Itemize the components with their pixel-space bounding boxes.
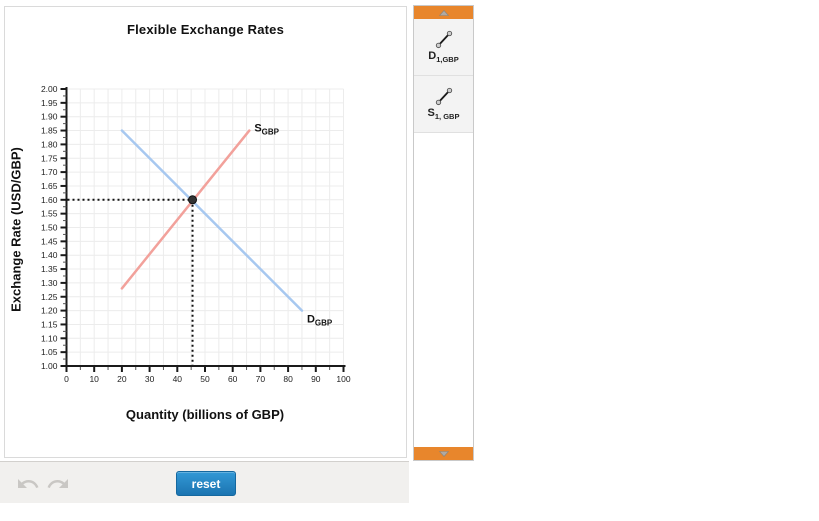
y-tick-label: 1.65 (41, 181, 58, 191)
supply-curve[interactable] (120, 129, 251, 290)
tool-sidebar: D1,GBP S1, GBP (413, 5, 474, 461)
x-tick-label: 10 (89, 374, 99, 384)
y-tick-label: 1.30 (41, 278, 58, 288)
triangle-down-icon (438, 450, 449, 457)
reset-button[interactable]: reset (176, 471, 236, 496)
y-tick-label: 1.55 (41, 209, 58, 219)
y-tick-label: 1.05 (41, 347, 58, 357)
y-tick-label: 1.80 (41, 139, 58, 149)
undo-arrow-icon (18, 479, 39, 488)
demand-curve[interactable] (120, 129, 304, 312)
x-tick-label: 0 (64, 374, 69, 384)
x-tick-label: 20 (117, 374, 127, 384)
y-tick-label: 1.70 (41, 167, 58, 177)
x-tick-label: 40 (173, 374, 183, 384)
y-tick-label: 2.00 (41, 84, 58, 94)
scroll-down-button[interactable] (414, 447, 473, 460)
chart-title: Flexible Exchange Rates (126, 22, 285, 37)
demand-curve-label: DGBP (307, 314, 333, 328)
triangle-up-icon (438, 9, 449, 16)
x-tick-label: 30 (145, 374, 155, 384)
tool-supply-curve[interactable]: S1, GBP (414, 76, 473, 133)
tool-demand-curve[interactable]: D1,GBP (414, 19, 473, 76)
x-tick-label: 80 (283, 374, 293, 384)
tool-label: D1,GBP (428, 50, 459, 65)
line-segment-icon (435, 31, 452, 49)
y-tick-label: 1.35 (41, 264, 58, 274)
line-segment-icon (435, 88, 452, 106)
tool-label: S1, GBP (427, 107, 460, 122)
y-tick-label: 1.20 (41, 306, 58, 316)
undo-button[interactable] (16, 472, 40, 496)
y-tick-label: 1.25 (41, 292, 58, 302)
x-tick-label: 100 (336, 374, 350, 384)
x-tick-label: 70 (256, 374, 266, 384)
y-tick-label: 1.15 (41, 319, 58, 329)
y-tick-label: 1.60 (41, 195, 58, 205)
y-tick-label: 1.85 (41, 126, 58, 136)
tool-list: D1,GBP S1, GBP (414, 19, 473, 133)
y-tick-label: 1.00 (41, 361, 58, 371)
equilibrium-point[interactable] (188, 195, 198, 205)
graph-panel: Flexible Exchange Rates Exchange Rate (U… (4, 6, 407, 458)
exchange-rate-chart: 0 10 20 30 40 50 60 70 80 90 100 1.00 1.05 1.10 1.15 1.… (41, 84, 351, 384)
redo-button[interactable] (46, 472, 70, 496)
redo-arrow-icon (47, 479, 68, 488)
y-tick-label: 1.10 (41, 333, 58, 343)
y-tick-label: 1.50 (41, 223, 58, 233)
y-tick-label: 1.95 (41, 98, 58, 108)
y-tick-label: 1.90 (41, 112, 58, 122)
x-tick-label: 90 (311, 374, 321, 384)
bottom-toolbar: reset (0, 461, 409, 503)
y-tick-label: 1.40 (41, 250, 58, 260)
y-tick-label: 1.45 (41, 236, 58, 246)
supply-curve-label: SGBP (254, 123, 279, 137)
x-tick-label: 50 (200, 374, 210, 384)
x-tick-label: 60 (228, 374, 238, 384)
x-axis-label: Quantity (billions of GBP) (125, 407, 285, 422)
y-tick-label: 1.75 (41, 153, 58, 163)
scroll-up-button[interactable] (414, 6, 473, 19)
